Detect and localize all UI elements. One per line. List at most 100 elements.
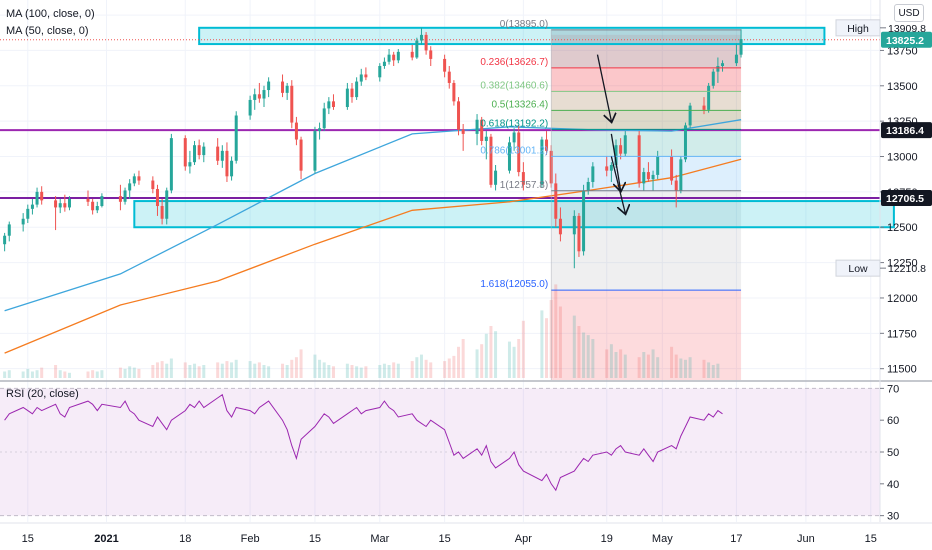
rsi-line	[4, 393, 723, 492]
y-tick-label: 12500	[887, 222, 918, 234]
tag-13186.4-text: 13186.4	[886, 125, 924, 137]
candle	[545, 131, 549, 156]
candle-body	[364, 74, 368, 78]
volume-bar	[123, 368, 127, 378]
candle-body	[137, 176, 141, 181]
volume-bar	[350, 365, 354, 378]
volume-bar	[364, 366, 368, 378]
volume-bar	[614, 352, 618, 378]
zone-support	[133, 200, 895, 229]
candle-body	[443, 58, 447, 72]
volume-bar	[21, 371, 25, 378]
candle-body	[35, 191, 39, 205]
volume-bar	[489, 326, 493, 378]
y-tick-label: 12250	[887, 258, 918, 270]
volume-bar	[545, 318, 549, 378]
volume-bar	[294, 357, 298, 378]
fib-label-7: 1.618(12055.0)	[480, 279, 548, 290]
volume-bar	[429, 362, 433, 378]
rsi-tick-label: 30	[887, 511, 899, 523]
candle-body	[359, 74, 363, 82]
volume-bar	[378, 365, 382, 378]
candle	[220, 145, 224, 168]
candle	[318, 122, 322, 140]
tag-12706.5-bg	[881, 190, 932, 207]
candle	[257, 82, 261, 103]
volume-bar	[151, 365, 155, 378]
candle-body	[475, 119, 479, 134]
candle-body	[494, 170, 498, 185]
candle-body	[58, 203, 62, 208]
candle	[188, 150, 192, 174]
candle-body	[54, 200, 58, 208]
volume-bar	[457, 346, 461, 378]
x-tick-label: 15	[22, 533, 34, 545]
candle-body	[646, 172, 650, 180]
volume-bar	[35, 370, 39, 378]
candle	[443, 54, 447, 78]
volume-bar	[54, 365, 58, 378]
candle	[322, 102, 326, 132]
candle	[294, 116, 298, 146]
candle-body	[230, 160, 234, 177]
tag-13186.4-bg	[881, 122, 932, 139]
fib-zone-2	[551, 91, 742, 111]
candle	[151, 176, 155, 194]
candle	[656, 150, 660, 180]
candle	[21, 213, 25, 232]
candle-body	[642, 172, 646, 184]
volume-bar	[359, 367, 363, 378]
candle-body	[461, 129, 465, 134]
candle-body	[281, 81, 285, 93]
candle-body	[285, 85, 289, 93]
x-tick-label: Apr	[515, 533, 532, 545]
candle-body	[197, 145, 201, 156]
candle	[355, 77, 359, 100]
volume-bar	[183, 362, 187, 378]
candles[interactable]	[3, 27, 743, 269]
candle	[285, 82, 289, 100]
candle-body	[30, 204, 34, 209]
candle	[123, 187, 127, 205]
currency-button[interactable]: USD	[894, 4, 924, 22]
candle	[457, 97, 461, 136]
volume-bar	[100, 370, 104, 378]
candle	[670, 149, 674, 185]
candle-body	[688, 105, 692, 126]
volume-bar	[7, 370, 11, 378]
candle-body	[489, 136, 493, 185]
candle	[623, 131, 627, 157]
candle	[452, 80, 456, 106]
candle	[132, 173, 136, 187]
candle	[688, 102, 692, 129]
candle	[86, 190, 90, 207]
candle-body	[679, 159, 683, 191]
candle-body	[63, 203, 67, 208]
volume-bar	[160, 361, 164, 378]
candle	[225, 142, 229, 182]
x-tick-label: May	[652, 533, 673, 545]
candle-body	[290, 85, 294, 123]
candle	[415, 37, 419, 59]
volume-bar	[382, 363, 386, 378]
volume-bar	[475, 349, 479, 378]
candle-body	[155, 189, 159, 207]
volume-bar	[558, 306, 562, 378]
candle	[507, 136, 511, 174]
volume-bar	[688, 357, 692, 378]
candle-body	[716, 65, 720, 72]
rsi-tick-label: 60	[887, 415, 899, 427]
candle-body	[609, 165, 613, 171]
candle-body	[429, 50, 433, 59]
volume-bar	[30, 371, 34, 378]
ma-line-1	[4, 119, 742, 312]
candle-body	[294, 122, 298, 140]
candle	[387, 49, 391, 65]
volume-bar	[86, 371, 90, 378]
candle-body	[267, 81, 271, 91]
volume-bar	[702, 359, 706, 378]
candle-body	[424, 34, 428, 51]
x-tick-label: 15	[309, 533, 321, 545]
candle	[35, 187, 39, 208]
x-tick-label: Mar	[370, 533, 389, 545]
